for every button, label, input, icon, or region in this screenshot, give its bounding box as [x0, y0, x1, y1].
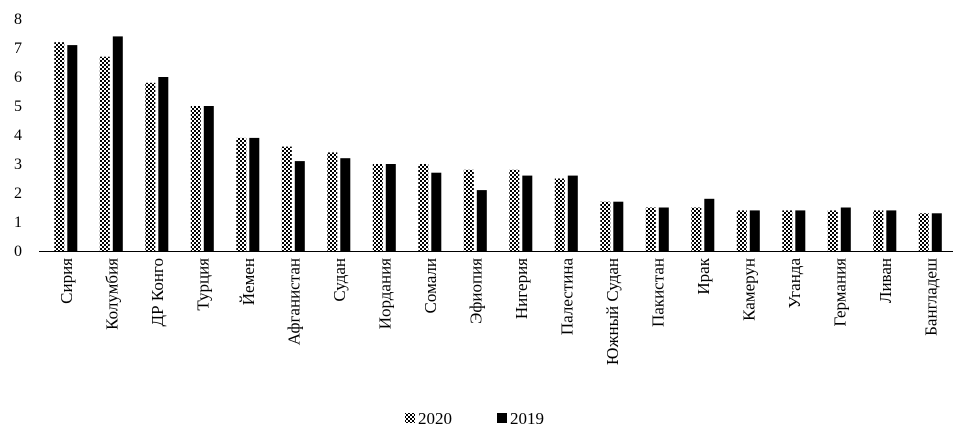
bar-2019-3 [158, 77, 169, 251]
x-category-label: Афганистан [284, 258, 303, 345]
bar-2019-18 [840, 207, 851, 251]
y-tick-label-0: 0 [14, 243, 22, 260]
legend: 2020 2019 [405, 409, 544, 428]
bar-2019-4 [203, 106, 214, 251]
bar-2019-10 [476, 190, 487, 251]
bar-2020-1 [54, 42, 65, 252]
bar-2020-6 [281, 146, 292, 251]
bar-2020-12 [554, 178, 565, 251]
x-category-label: Йемен [239, 258, 258, 305]
bar-2019-11 [522, 175, 533, 251]
x-category-label: Турция [193, 258, 212, 311]
bar-2020-14 [645, 207, 656, 251]
bar-2020-8 [372, 164, 383, 251]
y-tick-label-8: 8 [14, 11, 22, 28]
legend-swatch-2020 [405, 413, 415, 423]
legend-swatch-2019 [497, 413, 507, 423]
legend-label-2020: 2020 [418, 409, 452, 428]
bar-2020-11 [509, 169, 520, 251]
bar-2019-20 [931, 213, 942, 251]
bar-2020-3 [145, 82, 156, 251]
x-category-label: ДР Конго [148, 258, 167, 326]
bar-2019-2 [112, 36, 123, 252]
bar-2019-12 [567, 175, 578, 251]
bar-2020-15 [691, 207, 702, 251]
y-tick-label-2: 2 [14, 185, 22, 202]
x-category-label: Ирак [694, 257, 713, 294]
x-category-label: Нигерия [512, 258, 531, 319]
bar-2019-16 [749, 210, 760, 251]
bar-2020-18 [827, 210, 838, 251]
bar-2020-10 [463, 169, 474, 251]
bar-2019-15 [704, 198, 715, 251]
x-category-label: Иордания [375, 258, 394, 329]
bar-2019-9 [431, 172, 442, 251]
bar-2020-13 [600, 201, 611, 251]
bar-2019-17 [795, 210, 806, 251]
y-axis: 0 1 2 3 4 5 6 7 8 [14, 11, 22, 260]
bar-2019-7 [340, 158, 351, 251]
x-category-label: Бангладеш [921, 258, 940, 336]
bar-2020-19 [873, 210, 884, 251]
y-tick-label-5: 5 [14, 98, 22, 115]
bar-2019-14 [658, 207, 669, 251]
x-category-label: Судан [330, 258, 349, 302]
bar-2020-20 [918, 213, 929, 251]
y-tick-label-4: 4 [14, 127, 22, 144]
x-category-label: Пакистан [648, 258, 667, 327]
x-category-label: Ливан [876, 258, 895, 303]
x-category-label: Германия [830, 258, 849, 327]
bars-group [54, 36, 942, 252]
legend-label-2019: 2019 [510, 409, 544, 428]
bar-2019-8 [385, 164, 396, 251]
bar-2020-4 [190, 106, 201, 251]
x-category-label: Колумбия [102, 258, 121, 330]
x-category-label: Эфиопия [466, 258, 485, 324]
bar-2020-5 [236, 137, 247, 251]
bar-2019-6 [294, 161, 305, 251]
y-tick-label-3: 3 [14, 156, 22, 173]
bar-2020-2 [99, 56, 110, 252]
bar-2020-7 [327, 152, 338, 251]
x-axis-labels: Сирия Колумбия ДР Конго Турция Йемен Афганист… [57, 257, 941, 365]
x-category-label: Камерун [739, 258, 758, 321]
x-category-label: Палестина [557, 258, 576, 336]
bar-2019-5 [249, 137, 260, 251]
bar-2019-13 [613, 201, 624, 251]
bar-2020-9 [418, 164, 429, 251]
x-category-label: Южный Судан [603, 258, 622, 365]
bar-2019-19 [886, 210, 897, 251]
x-category-label: Уганда [785, 258, 804, 309]
bar-2020-17 [782, 210, 793, 251]
y-tick-label-7: 7 [14, 40, 22, 57]
x-category-label: Сирия [57, 258, 76, 304]
x-category-label: Сомали [421, 258, 440, 313]
y-tick-label-6: 6 [14, 69, 22, 86]
y-tick-label-1: 1 [14, 214, 22, 231]
bar-2019-1 [67, 45, 78, 251]
bar-2020-16 [736, 210, 747, 251]
